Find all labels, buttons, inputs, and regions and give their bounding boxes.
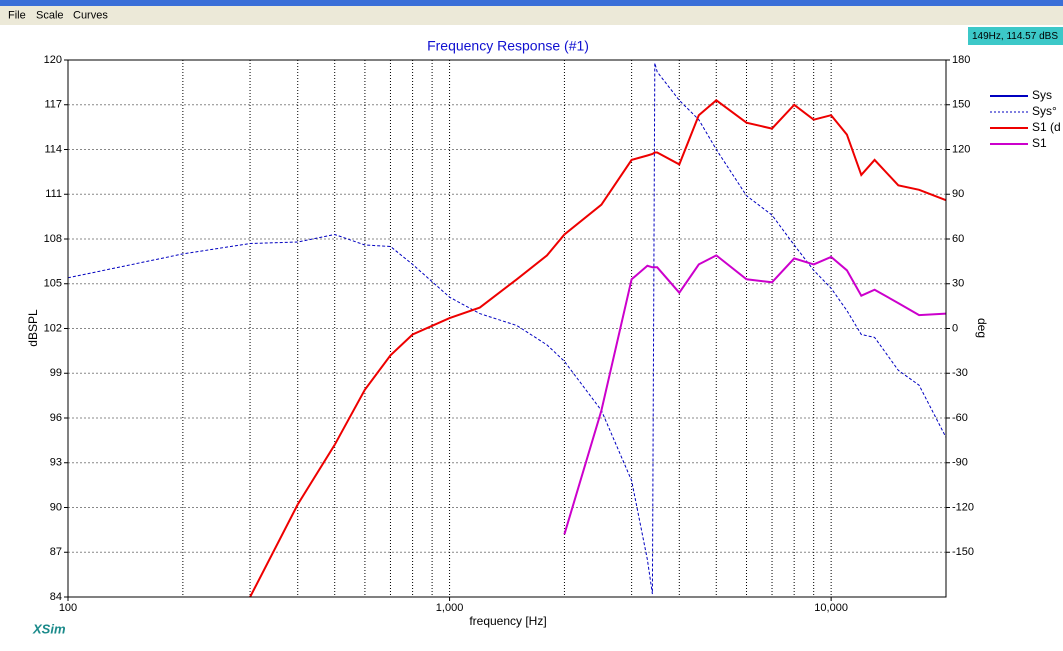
- y2-tick-label: -150: [952, 546, 974, 558]
- x-tick-label: 1,000: [436, 602, 464, 614]
- y-tick-label: 87: [50, 546, 62, 558]
- y-tick-label: 93: [50, 457, 62, 469]
- x-tick-label: 10,000: [814, 602, 848, 614]
- y-tick-label: 117: [44, 99, 62, 111]
- status-text: 149Hz, 114.57 dBS: [972, 31, 1058, 42]
- y2-tick-label: -60: [952, 412, 968, 424]
- y2-tick-label: 150: [952, 99, 970, 111]
- title-bar: [0, 0, 1063, 6]
- curve: [563, 254, 946, 535]
- y2-tick-label: 0: [952, 322, 958, 334]
- legend-label: S1 (d: [1032, 120, 1061, 134]
- y-tick-label: 108: [44, 233, 62, 245]
- y2-tick-label: 30: [952, 278, 964, 290]
- y2-tick-label: 90: [952, 188, 964, 200]
- menu-item[interactable]: Scale: [36, 9, 64, 21]
- y2-tick-label: -90: [952, 457, 968, 469]
- x-axis-label: frequency [Hz]: [469, 614, 546, 628]
- legend-label: Sys°: [1032, 104, 1057, 118]
- y-tick-label: 84: [50, 591, 62, 603]
- y-tick-label: 105: [44, 278, 62, 290]
- curve: [68, 62, 946, 595]
- chart-title: Frequency Response (#1): [427, 38, 589, 54]
- menu-bar: [0, 6, 1063, 25]
- y-tick-label: 96: [50, 412, 62, 424]
- x-tick-label: 100: [59, 602, 77, 614]
- y-tick-label: 102: [44, 322, 62, 334]
- plot-frame: [67, 59, 947, 598]
- menu-item[interactable]: File: [8, 9, 26, 21]
- y-tick-label: 120: [44, 54, 62, 66]
- y2-tick-label: 120: [952, 143, 970, 155]
- y-tick-label: 111: [45, 188, 62, 200]
- y2-axis-label: deg: [975, 318, 989, 338]
- y2-tick-label: 180: [952, 54, 970, 66]
- status-box: [968, 27, 1063, 45]
- y-tick-label: 114: [44, 143, 62, 155]
- y-tick-label: 99: [50, 367, 62, 379]
- y2-tick-label: -30: [952, 367, 968, 379]
- legend-label: Sys: [1032, 88, 1052, 102]
- brand: XSim: [32, 621, 66, 636]
- y2-tick-label: -120: [952, 501, 974, 513]
- y2-tick-label: 60: [952, 233, 964, 245]
- curve: [249, 99, 946, 597]
- menu-item[interactable]: Curves: [73, 9, 108, 21]
- y-axis-label: dBSPL: [26, 309, 40, 347]
- y-tick-label: 90: [50, 501, 62, 513]
- legend-label: S1: [1032, 136, 1047, 150]
